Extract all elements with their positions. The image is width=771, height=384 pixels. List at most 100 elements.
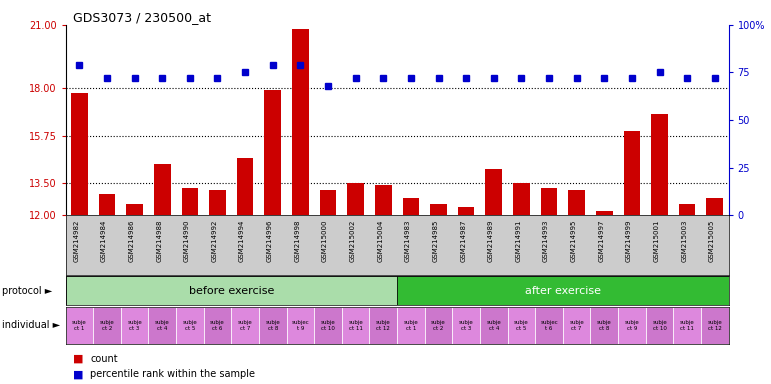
Bar (486, 169, 502, 215)
Bar (701, 307, 729, 344)
Text: GSM214993: GSM214993 (543, 220, 549, 262)
Bar (618, 307, 645, 344)
Bar (259, 307, 287, 344)
Bar (66, 307, 93, 344)
Bar (563, 307, 591, 344)
Bar (673, 307, 701, 344)
Bar (480, 307, 507, 344)
Bar (651, 114, 668, 215)
Bar (154, 164, 170, 215)
Text: GSM215002: GSM215002 (349, 220, 355, 262)
Text: GSM214989: GSM214989 (488, 220, 493, 262)
Text: subje
ct 12: subje ct 12 (376, 320, 391, 331)
Bar (369, 307, 397, 344)
Text: subje
ct 5: subje ct 5 (183, 320, 197, 331)
Bar (66, 276, 397, 305)
Text: percentile rank within the sample: percentile rank within the sample (90, 369, 255, 379)
Text: subje
ct 2: subje ct 2 (99, 320, 114, 331)
Bar (458, 207, 474, 215)
Text: GSM214983: GSM214983 (405, 220, 411, 262)
Bar (121, 307, 148, 344)
Bar (645, 307, 673, 344)
Bar (375, 185, 392, 215)
Text: subje
ct 8: subje ct 8 (597, 320, 611, 331)
Bar (287, 307, 315, 344)
Bar (397, 276, 729, 305)
Bar (402, 198, 419, 215)
Text: GSM215003: GSM215003 (681, 220, 687, 262)
Text: subje
ct 9: subje ct 9 (625, 320, 639, 331)
Text: subje
ct 1: subje ct 1 (72, 320, 86, 331)
Bar (507, 307, 535, 344)
Bar (347, 184, 364, 215)
Text: subjec
t 6: subjec t 6 (540, 320, 558, 331)
Text: GSM214996: GSM214996 (267, 220, 273, 262)
Bar (315, 307, 342, 344)
Text: GSM214987: GSM214987 (460, 220, 466, 262)
Bar (624, 131, 640, 215)
Text: subje
ct 11: subje ct 11 (348, 320, 363, 331)
Text: count: count (90, 354, 118, 364)
Text: GSM214991: GSM214991 (515, 220, 521, 262)
Bar (126, 204, 143, 215)
Text: protocol ►: protocol ► (2, 286, 52, 296)
Text: GSM214986: GSM214986 (129, 220, 135, 262)
Text: GSM214984: GSM214984 (101, 220, 107, 262)
Text: subje
ct 10: subje ct 10 (652, 320, 667, 331)
Text: GSM214990: GSM214990 (183, 220, 190, 262)
Text: after exercise: after exercise (525, 286, 601, 296)
Bar (540, 187, 557, 215)
Bar (430, 204, 446, 215)
Text: GDS3073 / 230500_at: GDS3073 / 230500_at (73, 12, 211, 25)
Bar (209, 190, 226, 215)
Bar (176, 307, 204, 344)
Text: subje
ct 10: subje ct 10 (321, 320, 335, 331)
Text: subje
ct 5: subje ct 5 (514, 320, 529, 331)
Text: before exercise: before exercise (189, 286, 274, 296)
Text: subje
ct 4: subje ct 4 (487, 320, 501, 331)
Text: subje
ct 7: subje ct 7 (569, 320, 584, 331)
Text: GSM214988: GSM214988 (157, 220, 162, 262)
Bar (148, 307, 176, 344)
Text: subje
ct 8: subje ct 8 (265, 320, 280, 331)
Text: subje
ct 3: subje ct 3 (459, 320, 473, 331)
Bar (513, 184, 530, 215)
Text: subje
ct 3: subje ct 3 (127, 320, 142, 331)
Text: GSM215001: GSM215001 (654, 220, 659, 262)
Text: GSM215000: GSM215000 (322, 220, 328, 262)
Text: GSM214985: GSM214985 (433, 220, 439, 262)
Text: GSM214995: GSM214995 (571, 220, 577, 262)
Text: GSM214994: GSM214994 (239, 220, 245, 262)
Text: subje
ct 6: subje ct 6 (210, 320, 225, 331)
Bar (264, 91, 281, 215)
Bar (204, 307, 231, 344)
Text: subje
ct 11: subje ct 11 (680, 320, 695, 331)
Text: subje
ct 4: subje ct 4 (155, 320, 170, 331)
Text: individual ►: individual ► (2, 320, 60, 331)
Bar (342, 307, 369, 344)
Bar (237, 158, 254, 215)
Bar (231, 307, 259, 344)
Bar (292, 29, 308, 215)
Bar (320, 190, 336, 215)
Text: ■: ■ (73, 354, 84, 364)
Text: ■: ■ (73, 369, 84, 379)
Bar (453, 307, 480, 344)
Text: subje
ct 2: subje ct 2 (431, 320, 446, 331)
Bar (535, 307, 563, 344)
Bar (596, 211, 612, 215)
Text: GSM215005: GSM215005 (709, 220, 715, 262)
Bar (99, 194, 116, 215)
Bar (71, 93, 88, 215)
Bar (591, 307, 618, 344)
Text: subje
ct 7: subje ct 7 (237, 320, 252, 331)
Bar (182, 187, 198, 215)
Text: subje
ct 1: subje ct 1 (403, 320, 418, 331)
Text: GSM214997: GSM214997 (598, 220, 604, 262)
Bar (93, 307, 121, 344)
Text: GSM214999: GSM214999 (626, 220, 632, 262)
Text: subje
ct 12: subje ct 12 (708, 320, 722, 331)
Bar (568, 190, 585, 215)
Text: GSM214982: GSM214982 (73, 220, 79, 262)
Text: GSM214998: GSM214998 (295, 220, 301, 262)
